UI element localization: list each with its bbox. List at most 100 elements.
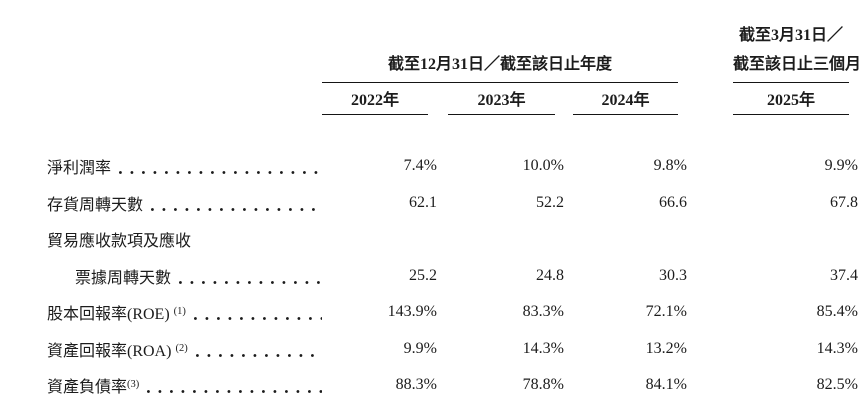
cell-2025: 37.4: [733, 258, 858, 295]
value: 37.4: [830, 266, 858, 284]
cell-2024: 9.8%: [573, 148, 687, 185]
header-row-2: 截至12月31日／截至該日止年度 截至該日止三個月: [0, 48, 861, 83]
value: 13.2%: [645, 339, 687, 357]
footnote-marker: (1): [173, 306, 186, 318]
row-label-cell: 股本回報率(ROE) (1): [0, 294, 322, 331]
year-header-2025: 2025年: [733, 82, 849, 115]
value: 14.3%: [816, 339, 858, 357]
cell-2025: 82.5%: [733, 367, 858, 404]
table-row-inventory-turnover: 存貨周轉天數 62.1 52.2 66.6 67.8: [0, 185, 858, 222]
value: 82.5%: [816, 376, 858, 394]
cell-2022: 25.2: [322, 258, 437, 295]
value: 143.9%: [387, 303, 437, 321]
header-body-spacer: [0, 114, 849, 148]
column-gap: [555, 82, 573, 114]
cell-2024: 66.6: [573, 185, 687, 222]
header-row-1: 截至3月31日／: [0, 18, 849, 48]
row-label: 資產回報率(ROA): [47, 342, 172, 360]
row-label-cell: 資產回報率(ROA) (2): [0, 331, 322, 368]
cell-2025: [733, 221, 849, 258]
value: 67.8: [830, 193, 858, 211]
value: 9.9%: [403, 339, 437, 357]
table-row-trade-receivables-turnover: 票據周轉天數 25.2 24.8 30.3 37.4: [0, 258, 858, 295]
value: 66.6: [659, 193, 687, 211]
cell-2022: 62.1: [322, 185, 437, 222]
year-header-2023: 2023年: [448, 82, 555, 115]
value: 7.4%: [403, 157, 437, 175]
cell-2024: 72.1%: [573, 294, 687, 331]
dot-leader: [179, 279, 322, 285]
column-gap: [678, 48, 733, 82]
year-header-2022: 2022年: [322, 82, 428, 115]
table-row-gearing-ratio: 資產負債率(3) 88.3% 78.8% 84.1% 82.5%: [0, 367, 858, 404]
row-label: 淨利潤率: [47, 160, 112, 178]
financial-ratios-table: 截至3月31日／ 截至12月31日／截至該日止年度 截至該日止三個月 2022年…: [0, 18, 861, 404]
value: 88.3%: [395, 376, 437, 394]
cell-2023: 78.8%: [448, 367, 564, 404]
value: 25.2: [409, 266, 437, 284]
value: 14.3%: [522, 339, 564, 357]
value: 9.8%: [653, 157, 687, 175]
value: 30.3: [659, 266, 687, 284]
cell-2025: 9.9%: [733, 148, 858, 185]
row-label: 資產負債率: [47, 379, 128, 397]
dot-leader: [147, 389, 322, 395]
footnote-marker: (2): [175, 342, 188, 354]
table-row-roe: 股本回報率(ROE) (1) 143.9% 83.3% 72.1% 85.4%: [0, 294, 858, 331]
value: 10.0%: [522, 157, 564, 175]
value: 83.3%: [522, 303, 564, 321]
cell-2024: 30.3: [573, 258, 687, 295]
cell-2022: 9.9%: [322, 331, 437, 368]
column-gap: [555, 221, 573, 258]
q1-period-header-line1: 截至3月31日／: [738, 27, 843, 44]
dot-leader: [193, 316, 322, 322]
value: 85.4%: [816, 303, 858, 321]
cell-2024: 13.2%: [573, 331, 687, 368]
column-gap: [428, 221, 448, 258]
value: 9.9%: [824, 157, 858, 175]
header-spacer-cell: [0, 18, 733, 48]
cell-2023: 10.0%: [448, 148, 564, 185]
value: 84.1%: [645, 376, 687, 394]
column-gap: [678, 221, 733, 258]
row-label-cell: 存貨周轉天數: [0, 185, 322, 222]
cell-2022: 88.3%: [322, 367, 437, 404]
cell-2023: 14.3%: [448, 331, 564, 368]
row-label: 貿易應收款項及應收: [47, 233, 192, 251]
cell-2022: [322, 221, 428, 258]
row-label-cell: 資產負債率(3): [0, 367, 322, 404]
label-column-spacer: [0, 82, 322, 114]
cell-2023: 24.8: [448, 258, 564, 295]
table-row-net-profit-margin: 淨利潤率 7.4% 10.0% 9.8% 9.9%: [0, 148, 858, 185]
row-label: 票據周轉天數: [75, 269, 172, 287]
value: 24.8: [536, 266, 564, 284]
column-gap: [678, 82, 733, 114]
column-gap: [428, 82, 448, 114]
year-header-2024: 2024年: [573, 82, 678, 115]
dot-leader: [119, 170, 322, 176]
cell-2024: 84.1%: [573, 367, 687, 404]
row-label-cell: 淨利潤率: [0, 148, 322, 185]
table-row-trade-receivables-line1: 貿易應收款項及應收: [0, 221, 849, 258]
value: 72.1%: [645, 303, 687, 321]
footnote-marker: (3): [127, 379, 140, 391]
cell-2025: 85.4%: [733, 294, 858, 331]
value: 62.1: [409, 193, 437, 211]
row-label-cell: 貿易應收款項及應收: [0, 221, 322, 258]
q1-period-header-line2: 截至該日止三個月: [733, 48, 861, 83]
row-label-cell: 票據周轉天數: [0, 258, 322, 295]
annual-period-header: 截至12月31日／截至該日止年度: [322, 48, 678, 83]
cell-2022: 7.4%: [322, 148, 437, 185]
dot-leader: [195, 352, 322, 358]
cell-2023: [448, 221, 555, 258]
table-row-roa: 資產回報率(ROA) (2) 9.9% 14.3% 13.2% 14.3%: [0, 331, 858, 368]
header-row-years: 2022年 2023年 2024年 2025年: [0, 82, 849, 115]
cell-2022: 143.9%: [322, 294, 437, 331]
value: 52.2: [536, 193, 564, 211]
value: 78.8%: [522, 376, 564, 394]
cell-2024: [573, 221, 678, 258]
cell-2023: 52.2: [448, 185, 564, 222]
cell-2023: 83.3%: [448, 294, 564, 331]
cell-2025: 67.8: [733, 185, 858, 222]
